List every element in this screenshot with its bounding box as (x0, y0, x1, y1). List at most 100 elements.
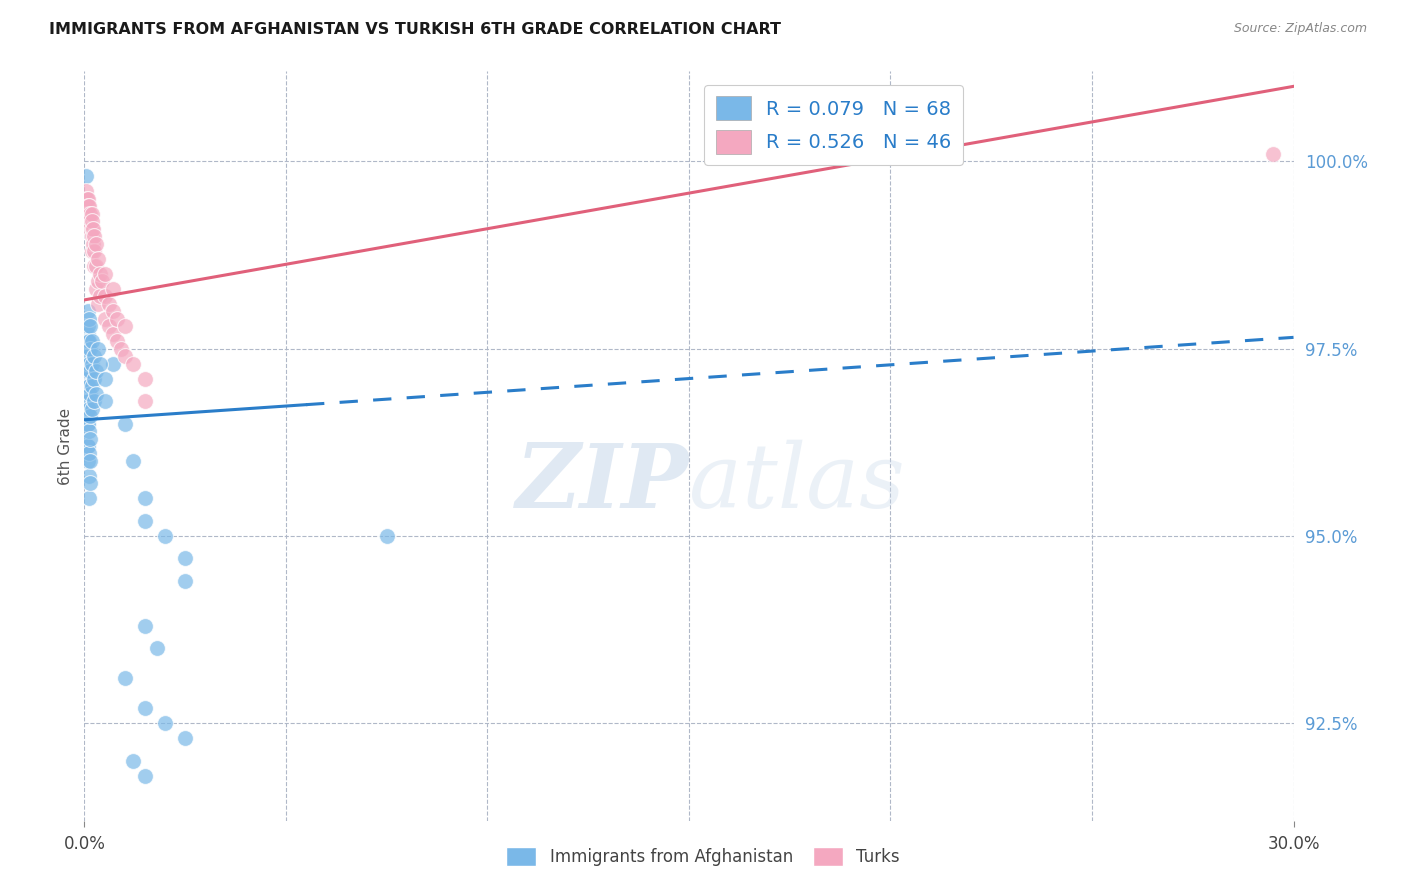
Point (77, 334, 100, 348)
Point (174, 551, 197, 566)
Point (75, 169, 97, 184)
Point (79, 432, 101, 446)
Point (93, 394, 115, 409)
Text: IMMIGRANTS FROM AFGHANISTAN VS TURKISH 6TH GRADE CORRELATION CHART: IMMIGRANTS FROM AFGHANISTAN VS TURKISH 6… (49, 22, 782, 37)
Point (82, 236, 104, 251)
Point (121, 454, 143, 468)
Point (77, 357, 100, 371)
Point (134, 514, 156, 528)
Point (76, 386, 98, 401)
Point (105, 334, 128, 348)
Point (79, 364, 101, 378)
Point (79, 207, 101, 221)
Point (93, 267, 115, 281)
Point (80, 207, 103, 221)
Point (174, 731, 197, 746)
Point (146, 641, 169, 656)
Point (114, 417, 136, 431)
Point (77, 192, 100, 206)
Point (101, 304, 124, 318)
Point (134, 491, 156, 506)
Point (97, 319, 120, 334)
Point (89, 267, 111, 281)
Point (1263, 146, 1285, 161)
Point (83, 259, 105, 273)
Point (77, 491, 100, 506)
Point (77, 379, 100, 393)
Point (114, 319, 136, 334)
Point (97, 296, 120, 310)
Point (91, 274, 114, 288)
Point (75, 184, 97, 198)
Point (83, 349, 105, 363)
Point (79, 221, 101, 235)
Point (77, 311, 100, 326)
Point (76, 439, 98, 453)
Point (134, 371, 156, 385)
Point (101, 282, 124, 296)
Point (77, 469, 100, 483)
Point (77, 417, 100, 431)
Point (83, 244, 105, 259)
Point (134, 394, 156, 409)
Point (82, 357, 104, 371)
Point (86, 364, 108, 378)
Point (134, 769, 156, 783)
Point (93, 311, 115, 326)
Point (82, 244, 104, 259)
Y-axis label: 6th Grade: 6th Grade (58, 408, 73, 484)
Point (82, 379, 104, 393)
Point (79, 319, 101, 334)
Point (77, 446, 100, 460)
Point (82, 221, 104, 235)
Legend: Immigrants from Afghanistan, Turks: Immigrants from Afghanistan, Turks (499, 840, 907, 873)
Point (77, 199, 100, 213)
Point (89, 357, 111, 371)
Point (82, 214, 104, 228)
Point (87, 252, 110, 266)
Point (77, 424, 100, 438)
Point (93, 289, 115, 303)
Point (76, 454, 98, 468)
Point (79, 454, 101, 468)
Point (86, 236, 108, 251)
Point (174, 574, 197, 588)
Point (76, 417, 98, 431)
Point (83, 371, 105, 385)
Point (76, 326, 98, 341)
Point (79, 342, 101, 356)
Point (77, 401, 100, 416)
Point (82, 229, 104, 244)
Point (86, 386, 108, 401)
Point (121, 754, 143, 768)
Point (87, 342, 110, 356)
Point (101, 357, 124, 371)
Text: atlas: atlas (689, 440, 904, 527)
Point (77, 304, 100, 318)
Point (86, 259, 108, 273)
Point (77, 379, 100, 393)
Point (134, 701, 156, 715)
Point (110, 342, 132, 356)
Point (77, 439, 100, 453)
Point (114, 349, 136, 363)
Point (134, 619, 156, 633)
Point (77, 394, 100, 409)
Point (87, 296, 110, 310)
Point (76, 357, 98, 371)
Point (76, 342, 98, 356)
Point (89, 289, 111, 303)
Point (153, 716, 176, 731)
Point (77, 199, 100, 213)
Point (93, 371, 115, 385)
Point (79, 476, 101, 491)
Point (79, 409, 101, 423)
Point (76, 192, 98, 206)
Point (82, 334, 104, 348)
Point (153, 529, 176, 543)
Point (79, 386, 101, 401)
Text: Source: ZipAtlas.com: Source: ZipAtlas.com (1233, 22, 1367, 36)
Point (80, 221, 103, 235)
Point (77, 214, 100, 228)
Point (121, 357, 143, 371)
